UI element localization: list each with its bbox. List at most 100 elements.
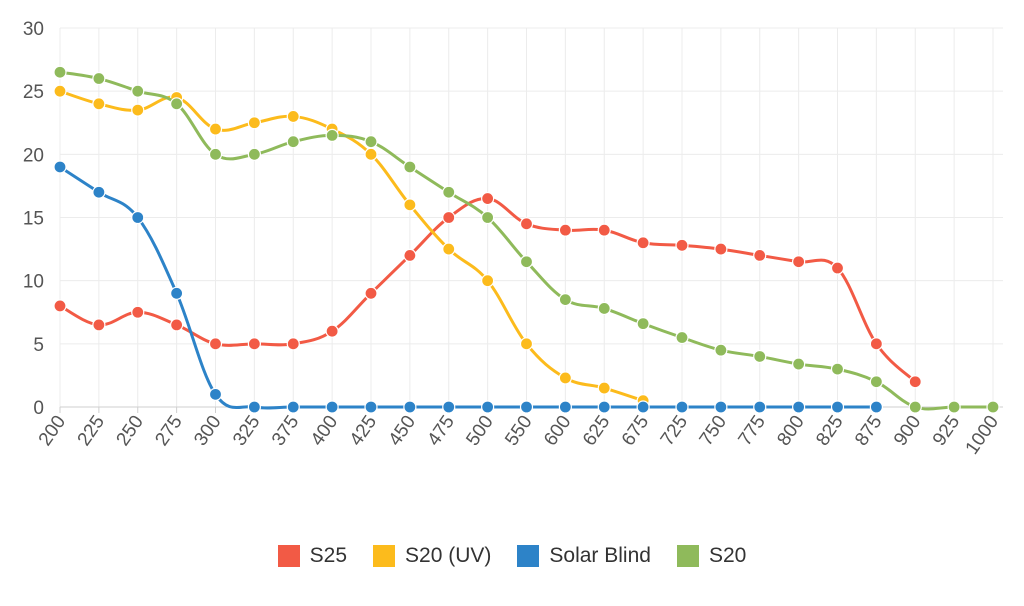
x-tick-label: 400 bbox=[307, 412, 342, 450]
x-tick-label: 750 bbox=[696, 412, 731, 450]
data-point-s25 bbox=[286, 337, 300, 351]
data-point-s25 bbox=[675, 238, 689, 252]
data-point-s25 bbox=[325, 324, 339, 338]
x-tick-label: 725 bbox=[657, 412, 692, 450]
data-point-s20-uv bbox=[53, 84, 67, 98]
data-point-s20-uv bbox=[247, 116, 261, 130]
data-point-s20 bbox=[53, 65, 67, 79]
data-point-s25 bbox=[481, 191, 495, 206]
y-tick-label: 25 bbox=[23, 82, 44, 103]
legend-swatch bbox=[277, 545, 300, 567]
x-tick-label: 1000 bbox=[962, 412, 1003, 459]
data-point-s20 bbox=[908, 400, 922, 414]
data-point-s25 bbox=[403, 248, 417, 262]
x-tick-label: 275 bbox=[151, 412, 186, 450]
data-point-s20-uv bbox=[403, 198, 417, 212]
y-tick-label: 20 bbox=[23, 145, 44, 166]
y-tick-label: 15 bbox=[23, 209, 44, 230]
data-point-s20 bbox=[792, 357, 806, 371]
x-tick-label: 800 bbox=[773, 412, 808, 450]
series-s20-uv bbox=[53, 84, 650, 408]
legend-swatch bbox=[676, 545, 699, 567]
data-point-s20 bbox=[675, 330, 689, 345]
data-point-solar-blind bbox=[481, 400, 495, 414]
data-point-solar-blind bbox=[558, 400, 572, 414]
data-point-s25 bbox=[170, 318, 184, 332]
data-point-s20 bbox=[986, 400, 1000, 414]
data-point-s20 bbox=[247, 147, 261, 161]
data-point-s20 bbox=[481, 210, 495, 225]
data-point-solar-blind bbox=[92, 185, 106, 199]
data-point-solar-blind bbox=[714, 400, 728, 414]
data-point-s20 bbox=[869, 375, 883, 389]
x-tick-label: 375 bbox=[268, 412, 303, 450]
data-point-s25 bbox=[636, 236, 650, 250]
x-tick-label: 450 bbox=[385, 412, 420, 450]
data-point-s20 bbox=[753, 349, 767, 364]
series-s25 bbox=[53, 191, 922, 389]
x-tick-label: 500 bbox=[462, 412, 497, 450]
data-point-solar-blind bbox=[403, 400, 417, 414]
legend-swatch bbox=[517, 545, 540, 567]
data-point-solar-blind bbox=[869, 400, 883, 414]
legend-item[interactable]: Solar Blind bbox=[517, 544, 651, 568]
x-tick-label: 925 bbox=[929, 412, 964, 450]
y-tick-label: 0 bbox=[33, 398, 44, 419]
data-point-solar-blind bbox=[170, 286, 184, 300]
data-point-s20-uv bbox=[558, 371, 572, 385]
data-point-s20 bbox=[131, 84, 145, 98]
data-point-s20 bbox=[597, 301, 611, 316]
x-tick-label: 425 bbox=[346, 412, 381, 450]
x-tick-label: 250 bbox=[112, 412, 147, 450]
data-point-s20 bbox=[830, 362, 845, 376]
data-point-s25 bbox=[247, 337, 261, 351]
data-point-solar-blind bbox=[675, 400, 689, 414]
data-point-s25 bbox=[364, 286, 378, 300]
x-tick-label: 900 bbox=[890, 412, 925, 450]
series-s20 bbox=[53, 65, 1000, 414]
data-point-solar-blind bbox=[364, 400, 378, 414]
data-point-s20 bbox=[714, 343, 728, 357]
legend-label: S25 bbox=[309, 544, 348, 567]
data-point-s25 bbox=[908, 375, 922, 389]
data-point-s20-uv bbox=[597, 381, 611, 395]
data-point-solar-blind bbox=[792, 400, 806, 414]
x-tick-label: 300 bbox=[190, 412, 225, 450]
x-tick-label: 550 bbox=[501, 412, 536, 450]
data-point-s25 bbox=[597, 223, 611, 237]
legend-item[interactable]: S20 (UV) bbox=[373, 544, 491, 568]
data-point-s25 bbox=[208, 337, 223, 351]
data-point-s20-uv bbox=[442, 242, 456, 256]
x-tick-label: 325 bbox=[229, 412, 264, 450]
data-point-s20 bbox=[325, 128, 339, 142]
data-point-s20-uv bbox=[92, 97, 106, 111]
legend-swatch bbox=[373, 545, 396, 567]
x-tick-label: 625 bbox=[579, 412, 614, 450]
data-point-s20 bbox=[519, 255, 534, 269]
series-solar-blind bbox=[53, 160, 883, 414]
data-point-s20 bbox=[947, 400, 961, 414]
data-point-s25 bbox=[869, 337, 883, 351]
data-point-s20 bbox=[170, 97, 184, 111]
legend-label: Solar Blind bbox=[549, 544, 651, 567]
data-point-solar-blind bbox=[519, 400, 534, 414]
data-point-s25 bbox=[714, 242, 728, 256]
x-tick-label: 875 bbox=[851, 412, 886, 450]
data-point-s25 bbox=[753, 248, 767, 262]
data-point-s20 bbox=[636, 317, 650, 331]
data-point-solar-blind bbox=[753, 400, 767, 414]
data-point-solar-blind bbox=[597, 400, 611, 414]
data-point-solar-blind bbox=[325, 400, 339, 414]
legend-item[interactable]: S25 bbox=[277, 544, 348, 568]
series-line-solar-blind bbox=[58, 165, 878, 410]
y-tick-label: 30 bbox=[23, 19, 44, 40]
data-point-s25 bbox=[558, 223, 572, 237]
data-point-s20-uv bbox=[364, 147, 378, 161]
data-point-s20-uv bbox=[208, 122, 223, 136]
data-point-s20 bbox=[442, 185, 456, 199]
data-point-s25 bbox=[792, 255, 806, 269]
legend-item[interactable]: S20 bbox=[676, 544, 746, 568]
y-tick-label: 10 bbox=[23, 272, 44, 293]
data-point-s20 bbox=[558, 293, 572, 307]
